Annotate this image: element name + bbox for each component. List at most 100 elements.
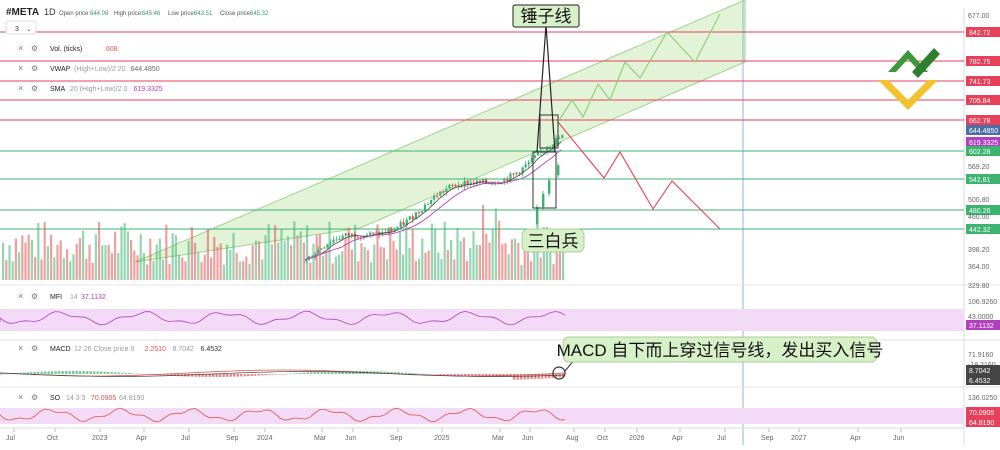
macd-histogram-bar bbox=[173, 374, 176, 376]
macd-histogram-bar bbox=[555, 374, 558, 378]
level-badge-label: 662.78 bbox=[969, 118, 991, 125]
close-icon[interactable]: × bbox=[18, 83, 23, 93]
level-badge bbox=[966, 146, 1000, 156]
indicator-collapse-button[interactable] bbox=[5, 20, 37, 35]
macd-histogram-bar bbox=[523, 374, 526, 380]
candle bbox=[408, 216, 411, 220]
level-badge bbox=[966, 125, 1000, 135]
candle bbox=[494, 183, 497, 185]
macd-histogram-bar bbox=[201, 374, 204, 377]
indicator-extra-value: 8.7042 bbox=[173, 346, 195, 353]
volume-bar bbox=[523, 244, 526, 280]
close-icon[interactable]: × bbox=[18, 43, 23, 53]
candle bbox=[420, 211, 424, 213]
gear-icon[interactable]: ⚙ bbox=[31, 393, 38, 402]
chart-header: #META 1D Open price: 644.08 High price: … bbox=[5, 7, 269, 35]
volume-bar bbox=[338, 254, 341, 280]
volume-bar bbox=[309, 262, 312, 280]
macd-histogram-bar bbox=[47, 371, 50, 374]
open-label: Open price: bbox=[59, 11, 90, 17]
volume-bar bbox=[546, 226, 549, 280]
macd-histogram-bar bbox=[194, 374, 197, 377]
volume-bar bbox=[427, 250, 430, 280]
candle bbox=[305, 259, 308, 261]
volume-bar bbox=[437, 252, 440, 280]
macd-histogram-bar bbox=[320, 371, 323, 374]
candle bbox=[491, 183, 494, 185]
volume-bar bbox=[430, 223, 433, 280]
gear-icon[interactable]: ⚙ bbox=[31, 64, 38, 73]
volume-bar bbox=[549, 239, 552, 280]
volume-bar bbox=[334, 256, 337, 280]
volume-bar bbox=[261, 259, 264, 280]
candle bbox=[338, 238, 341, 240]
candle bbox=[552, 144, 555, 148]
volume-bar bbox=[370, 262, 373, 280]
candle bbox=[530, 157, 533, 163]
volume-bar bbox=[418, 258, 421, 280]
macd-histogram-bar bbox=[163, 374, 166, 376]
volume-bar bbox=[398, 232, 401, 280]
close-icon[interactable]: × bbox=[18, 63, 23, 73]
gear-icon[interactable]: ⚙ bbox=[31, 44, 38, 53]
volume-bar bbox=[245, 256, 248, 280]
candle bbox=[536, 207, 539, 224]
volume-bar bbox=[274, 225, 277, 280]
candle bbox=[484, 179, 488, 184]
macd-histogram-bar bbox=[432, 374, 435, 375]
sma-line bbox=[304, 149, 562, 261]
level-badge bbox=[966, 95, 1000, 105]
time-tick-label: Sep bbox=[390, 435, 403, 442]
macd-histogram-bar bbox=[205, 374, 208, 377]
volume-bar bbox=[120, 226, 123, 280]
volume-bar bbox=[264, 235, 267, 280]
close-icon[interactable]: × bbox=[18, 291, 23, 301]
macd-histogram-bar bbox=[44, 371, 47, 374]
candle bbox=[436, 195, 439, 197]
volume-bar bbox=[53, 257, 56, 280]
candle bbox=[555, 138, 558, 145]
volume-bar bbox=[424, 252, 427, 280]
volume-bar bbox=[56, 244, 59, 280]
volume-bar bbox=[30, 239, 33, 280]
macd-histogram-bar bbox=[516, 374, 519, 380]
candle bbox=[399, 222, 402, 228]
volume-bar bbox=[66, 249, 69, 280]
volume-bar bbox=[149, 238, 152, 280]
macd-histogram-bar bbox=[61, 371, 64, 374]
candle bbox=[323, 247, 326, 249]
interval[interactable]: 1D bbox=[44, 7, 56, 17]
pane-value-badge bbox=[966, 365, 1000, 375]
time-tick-label: Jul bbox=[6, 435, 15, 442]
macd-histogram-bar bbox=[282, 374, 285, 375]
indicator-name: SMA bbox=[50, 86, 66, 93]
candle bbox=[314, 254, 317, 258]
macd-histogram-bar bbox=[443, 374, 446, 376]
macd-histogram-bar bbox=[401, 372, 404, 374]
volume-bar bbox=[126, 231, 129, 280]
gear-icon[interactable]: ⚙ bbox=[31, 292, 38, 301]
macd-note: MACD 自下而上穿过信号线，发出买入信号 bbox=[557, 341, 884, 360]
candle bbox=[521, 167, 524, 174]
close-icon[interactable]: × bbox=[18, 343, 23, 353]
volume-bar bbox=[341, 251, 344, 280]
symbol[interactable]: #META bbox=[6, 7, 39, 18]
candle bbox=[332, 239, 335, 243]
gear-icon[interactable]: ⚙ bbox=[31, 84, 38, 93]
close-icon[interactable]: × bbox=[18, 392, 23, 402]
volume-bar bbox=[46, 246, 49, 280]
volume-bar bbox=[5, 259, 8, 280]
macd-histogram-bar bbox=[303, 372, 306, 374]
macd-histogram-bar bbox=[226, 374, 229, 377]
volume-bar bbox=[235, 252, 238, 280]
level-badge bbox=[966, 27, 1000, 37]
volume-bar bbox=[158, 238, 161, 280]
gear-icon[interactable]: ⚙ bbox=[31, 344, 38, 353]
macd-histogram-bar bbox=[306, 372, 309, 374]
macd-histogram-bar bbox=[397, 372, 400, 374]
volume-bar bbox=[322, 255, 325, 280]
volume-bar bbox=[21, 235, 24, 280]
volume-bar bbox=[386, 259, 389, 280]
time-tick-label: Apr bbox=[672, 435, 684, 442]
